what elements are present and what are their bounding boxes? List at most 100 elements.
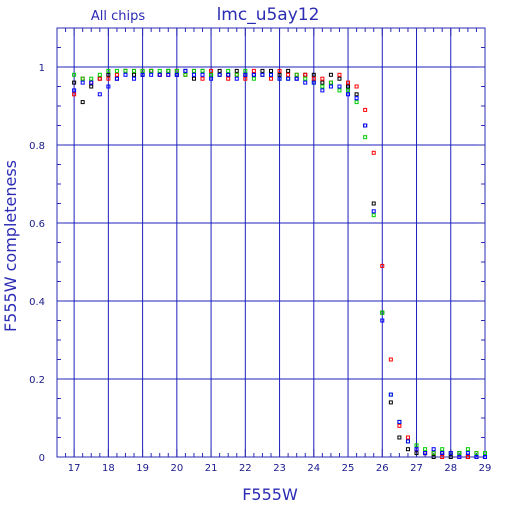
point-black-32 <box>346 84 351 89</box>
point-green-18 <box>226 68 231 73</box>
point-black-42 <box>431 455 436 459</box>
point-black-0 <box>72 80 77 85</box>
point-green-48 <box>483 451 487 456</box>
point-red-46 <box>465 455 470 459</box>
point-blue-43 <box>440 451 445 456</box>
point-green-3 <box>97 72 102 77</box>
point-blue-14 <box>191 72 196 77</box>
point-green-8 <box>140 68 145 73</box>
y-tick-label-1: 0.2 <box>29 375 45 386</box>
point-blue-9 <box>149 72 154 77</box>
point-green-45 <box>457 451 462 456</box>
x-tick-label-1: 18 <box>102 463 115 474</box>
point-green-20 <box>243 68 248 73</box>
y-axis-label: F555W completeness <box>1 160 20 332</box>
point-red-27 <box>303 72 308 77</box>
point-green-26 <box>294 72 299 77</box>
y-tick-label-4: 0.8 <box>29 141 45 152</box>
x-tick-label-2: 19 <box>136 463 149 474</box>
point-red-35 <box>371 150 376 155</box>
point-blue-2 <box>89 80 94 85</box>
point-blue-21 <box>251 72 256 77</box>
point-green-14 <box>191 68 196 73</box>
point-red-37 <box>388 357 393 362</box>
point-red-36 <box>380 263 385 268</box>
point-black-14 <box>191 76 196 81</box>
point-black-4 <box>106 72 111 77</box>
point-red-20 <box>243 76 248 81</box>
point-red-39 <box>405 435 410 440</box>
point-black-30 <box>328 72 333 77</box>
point-green-33 <box>354 100 359 105</box>
point-green-29 <box>320 84 325 89</box>
y-tick-label-2: 0.4 <box>29 297 45 308</box>
y-tick-label-0: 0 <box>39 453 45 464</box>
point-blue-28 <box>311 80 316 85</box>
point-red-4 <box>106 76 111 81</box>
point-green-2 <box>89 76 94 81</box>
point-black-44 <box>448 455 453 459</box>
point-green-35 <box>371 213 376 218</box>
point-red-38 <box>397 423 402 428</box>
point-black-37 <box>388 400 393 405</box>
point-blue-36 <box>380 318 385 323</box>
point-black-35 <box>371 201 376 206</box>
point-green-0 <box>72 72 77 77</box>
point-blue-19 <box>234 76 239 81</box>
point-black-28 <box>311 72 316 77</box>
point-green-41 <box>423 447 428 452</box>
point-green-43 <box>440 447 445 452</box>
point-blue-44 <box>448 451 453 456</box>
point-black-25 <box>286 68 291 73</box>
point-black-24 <box>277 72 282 77</box>
point-red-15 <box>200 76 205 81</box>
point-red-23 <box>269 76 273 81</box>
point-blue-6 <box>123 72 128 77</box>
point-blue-11 <box>166 72 171 77</box>
point-red-25 <box>286 72 291 77</box>
point-black-23 <box>269 68 273 73</box>
point-green-42 <box>431 451 436 456</box>
point-green-47 <box>474 451 479 456</box>
point-green-46 <box>465 447 470 452</box>
point-blue-23 <box>269 72 273 77</box>
point-green-27 <box>303 76 308 81</box>
point-blue-8 <box>140 72 145 77</box>
point-blue-34 <box>363 123 368 128</box>
point-green-40 <box>414 443 419 448</box>
x-tick-label-3: 20 <box>170 463 183 474</box>
point-green-16 <box>209 72 214 77</box>
x-tick-label-7: 24 <box>307 463 320 474</box>
point-green-32 <box>346 88 351 93</box>
point-black-7 <box>132 72 137 77</box>
point-black-33 <box>354 92 359 97</box>
point-blue-27 <box>303 80 308 85</box>
point-black-38 <box>397 435 402 440</box>
point-green-21 <box>251 76 256 81</box>
point-blue-29 <box>320 88 325 93</box>
point-blue-3 <box>97 92 102 97</box>
point-black-31 <box>337 76 342 81</box>
x-tick-label-11: 28 <box>444 463 457 474</box>
point-blue-18 <box>226 72 231 77</box>
point-black-1 <box>80 100 85 105</box>
point-blue-22 <box>260 72 265 77</box>
point-red-33 <box>354 84 359 89</box>
point-blue-38 <box>397 419 402 424</box>
point-black-17 <box>217 68 222 73</box>
point-red-18 <box>226 76 231 81</box>
point-red-3 <box>97 76 102 81</box>
point-blue-12 <box>174 72 179 77</box>
y-tick-label-5: 1 <box>39 63 45 74</box>
x-tick-label-10: 27 <box>410 463 423 474</box>
point-red-0 <box>72 92 77 97</box>
point-blue-35 <box>371 209 376 214</box>
x-tick-label-8: 25 <box>342 463 355 474</box>
point-green-36 <box>380 310 385 315</box>
point-red-21 <box>251 68 256 73</box>
point-blue-4 <box>106 84 111 89</box>
x-tick-label-5: 22 <box>239 463 252 474</box>
